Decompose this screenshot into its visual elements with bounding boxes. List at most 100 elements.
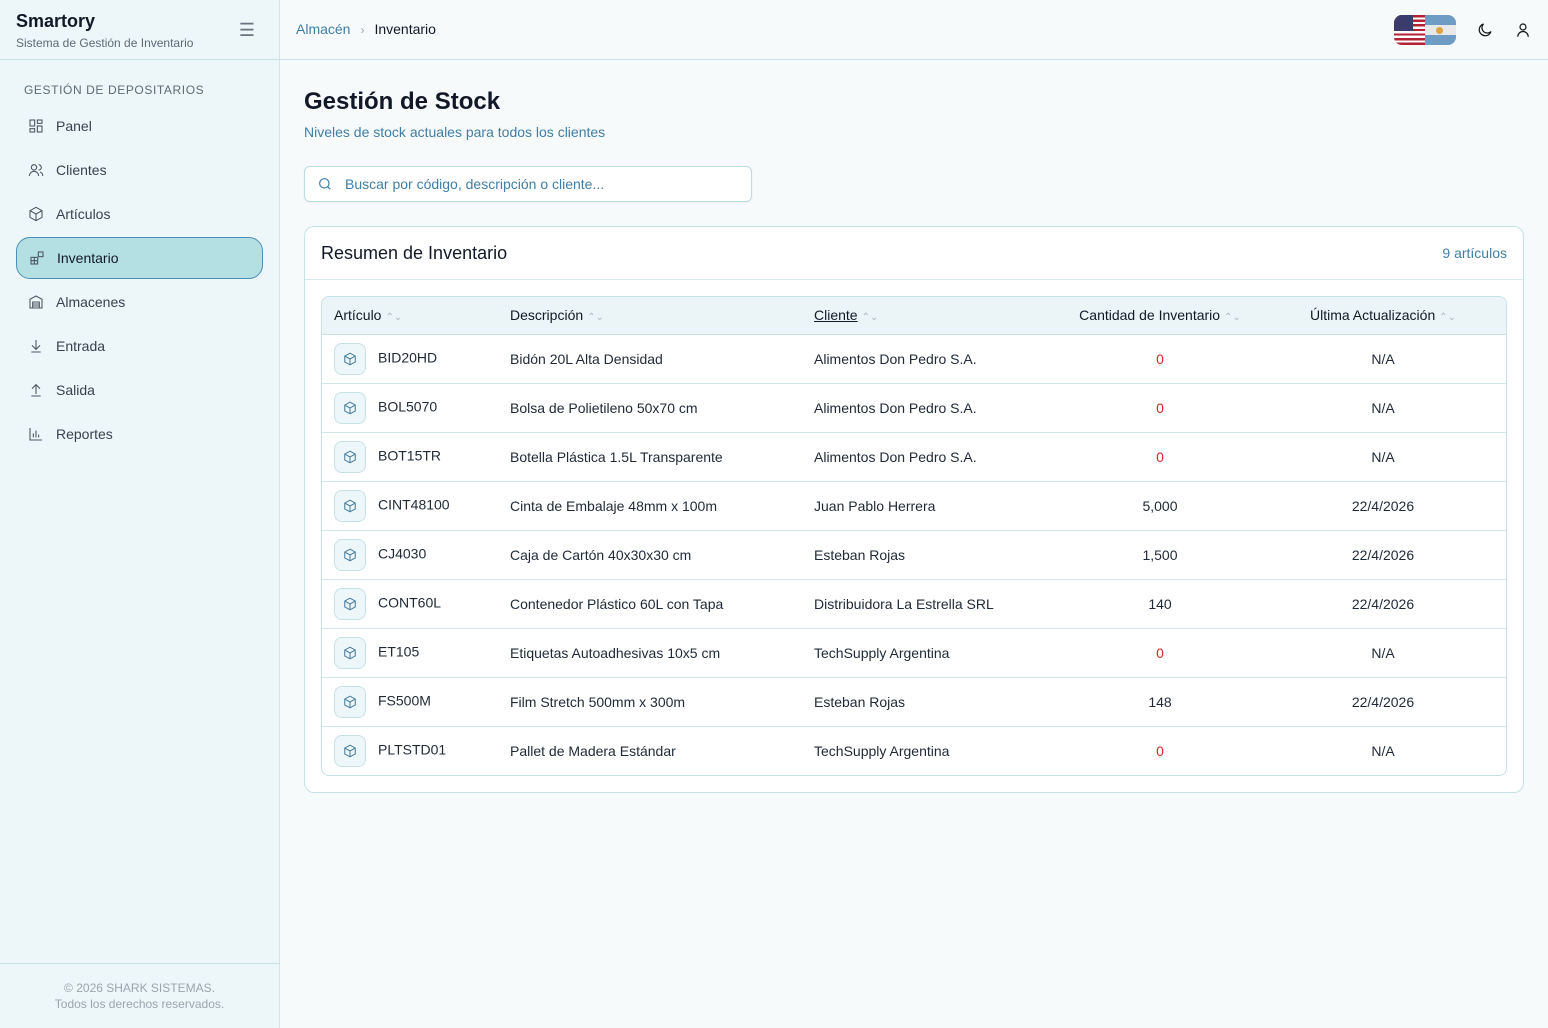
sidebar-item-inventario[interactable]: Inventario	[16, 237, 263, 279]
stock-quantity-cell: 5,000	[1060, 481, 1260, 531]
brand: Smartory Sistema de Gestión de Inventari…	[0, 0, 279, 60]
stock-quantity: 148	[1148, 693, 1172, 710]
table-row[interactable]: CONT60L Contenedor Plástico 60L con Tapa D…	[322, 579, 1506, 629]
stock-quantity-cell: 0	[1060, 726, 1260, 775]
table-row[interactable]: BID20HD Bidón 20L Alta Densidad Alimentos …	[322, 334, 1506, 384]
item-description-cell: Bolsa de Polietileno 50x70 cm	[510, 383, 814, 433]
column-header[interactable]: Descripción ⌃⌄	[510, 297, 814, 335]
sidebar-nav: Panel Clientes Artículos Inventario Almacene…	[0, 105, 279, 455]
package-icon	[334, 489, 366, 522]
sidebar-item-label: Clientes	[56, 162, 107, 178]
sort-icon: ⌃⌄	[587, 312, 604, 324]
column-header-label: Cliente	[814, 307, 858, 324]
search-icon	[319, 178, 331, 190]
sidebar-item-label: Panel	[56, 118, 92, 134]
client-name-cell: Alimentos Don Pedro S.A.	[814, 432, 1060, 482]
breadcrumb-current: Inventario	[374, 20, 436, 37]
topbar: Almacén › Inventario	[280, 0, 1548, 60]
column-header[interactable]: Última Actualización ⌃⌄	[1260, 297, 1506, 335]
table-row[interactable]: BOT15TR Botella Plástica 1.5L Transparent…	[322, 432, 1506, 482]
dashboard-icon	[29, 119, 43, 133]
item-description-cell: Pallet de Madera Estándar	[510, 726, 814, 775]
column-header-label: Última Actualización	[1309, 307, 1436, 324]
sidebar-item-panel[interactable]: Panel	[16, 105, 263, 147]
item-description: Cinta de Embalaje 48mm x 100m	[510, 497, 717, 514]
sidebar: Smartory Sistema de Gestión de Inventari…	[0, 0, 280, 1028]
item-code-cell: CJ4030	[322, 530, 510, 580]
item-code-cell: BOT15TR	[322, 432, 510, 482]
arrow-up-icon	[31, 383, 41, 397]
breadcrumb-parent[interactable]: Almacén	[296, 20, 351, 37]
item-code-cell: ET105	[322, 628, 510, 678]
client-name-cell: TechSupply Argentina	[814, 628, 1060, 678]
rights: Todos los derechos reservados.	[54, 997, 225, 1011]
client-name: Alimentos Don Pedro S.A.	[814, 399, 977, 416]
table-row[interactable]: FS500M Film Stretch 500mm x 300m Esteban R…	[322, 677, 1506, 727]
user-icon[interactable]	[1514, 21, 1532, 39]
item-code: CONT60L	[378, 594, 442, 611]
last-updated: N/A	[1371, 350, 1395, 367]
sidebar-item-articulos[interactable]: Artículos	[16, 193, 263, 235]
package-icon	[29, 206, 43, 222]
item-description: Caja de Cartón 40x30x30 cm	[510, 546, 692, 563]
package-icon	[334, 538, 366, 571]
sidebar-item-reportes[interactable]: Reportes	[16, 413, 263, 455]
item-description-cell: Film Stretch 500mm x 300m	[510, 677, 814, 727]
sidebar-item-label: Almacenes	[56, 294, 126, 310]
stock-quantity: 5,000	[1142, 497, 1178, 514]
client-name: TechSupply Argentina	[814, 742, 950, 759]
stock-quantity-cell: 1,500	[1060, 530, 1260, 580]
item-description: Bolsa de Polietileno 50x70 cm	[510, 399, 698, 416]
column-header[interactable]: Artículo ⌃⌄	[322, 297, 510, 335]
inventory-card: Resumen de Inventario 9 artículos Artícu…	[304, 226, 1524, 793]
last-updated: 22/4/2026	[1351, 693, 1415, 710]
last-updated-cell: N/A	[1260, 334, 1506, 384]
last-updated-cell: N/A	[1260, 726, 1506, 775]
client-name-cell: Esteban Rojas	[814, 677, 1060, 727]
search-input[interactable]	[345, 176, 739, 192]
sidebar-item-almacenes[interactable]: Almacenes	[16, 281, 263, 323]
page-subtitle: Niveles de stock actuales para todos los…	[304, 124, 606, 140]
last-updated: N/A	[1371, 399, 1395, 416]
stock-quantity-cell: 148	[1060, 677, 1260, 727]
package-icon	[334, 734, 366, 767]
stock-quantity-cell: 0	[1060, 432, 1260, 482]
sidebar-item-entrada[interactable]: Entrada	[16, 325, 263, 367]
item-code: BOL5070	[378, 398, 438, 415]
table-row[interactable]: CJ4030 Caja de Cartón 40x30x30 cm Esteban …	[322, 530, 1506, 580]
last-updated: 22/4/2026	[1351, 546, 1415, 563]
item-count: 9 artículos	[1442, 245, 1507, 261]
package-icon	[334, 587, 366, 620]
client-name-cell: Alimentos Don Pedro S.A.	[814, 383, 1060, 433]
menu-toggle-icon[interactable]: ☰	[238, 20, 255, 40]
table-row[interactable]: ET105 Etiquetas Autoadhesivas 10x5 cm Tech…	[322, 628, 1506, 678]
warehouse-icon	[29, 295, 43, 309]
sidebar-item-salida[interactable]: Salida	[16, 369, 263, 411]
client-name: Alimentos Don Pedro S.A.	[814, 448, 977, 465]
page-title: Gestión de Stock	[304, 88, 501, 115]
stock-quantity: 0	[1156, 350, 1164, 367]
stock-quantity-cell: 0	[1060, 334, 1260, 384]
item-description-cell: Bidón 20L Alta Densidad	[510, 334, 814, 384]
table-row[interactable]: CINT48100 Cinta de Embalaje 48mm x 100m Ju…	[322, 481, 1506, 531]
stock-quantity: 1,500	[1142, 546, 1178, 563]
table-row[interactable]: PLTSTD01 Pallet de Madera Estándar TechSup…	[322, 726, 1506, 775]
us-flag-icon	[1394, 14, 1425, 45]
sidebar-item-label: Entrada	[56, 338, 106, 354]
table-row[interactable]: BOL5070 Bolsa de Polietileno 50x70 cm Alim…	[322, 383, 1506, 433]
item-code-cell: FS500M	[322, 677, 510, 727]
stock-quantity: 0	[1156, 448, 1164, 465]
item-code-cell: BID20HD	[322, 334, 510, 384]
copyright: © 2026 SHARK SISTEMAS.	[64, 981, 215, 995]
language-switch-button[interactable]	[1394, 14, 1456, 45]
main-content: Gestión de Stock Niveles de stock actual…	[304, 60, 1524, 793]
breadcrumb: Almacén › Inventario	[296, 21, 436, 39]
item-description: Etiquetas Autoadhesivas 10x5 cm	[510, 644, 721, 661]
column-header[interactable]: Cantidad de Inventario ⌃⌄	[1060, 297, 1260, 335]
item-code: CINT48100	[378, 496, 450, 513]
column-header[interactable]: Cliente ⌃⌄	[814, 297, 1060, 335]
item-description-cell: Botella Plástica 1.5L Transparente	[510, 432, 814, 482]
item-description: Film Stretch 500mm x 300m	[510, 693, 686, 710]
sidebar-item-clientes[interactable]: Clientes	[16, 149, 263, 191]
moon-icon[interactable]	[1476, 21, 1494, 39]
